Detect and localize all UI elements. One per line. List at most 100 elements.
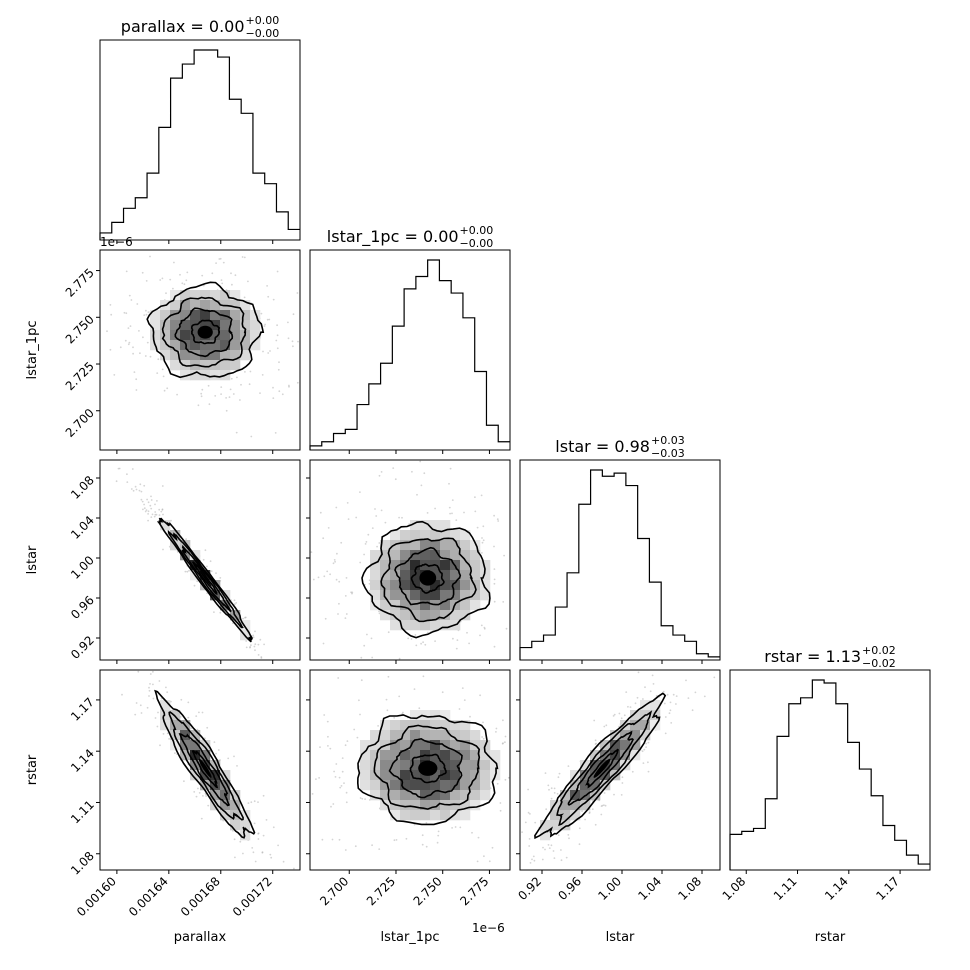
x-tick-label: 2.750 [411, 874, 445, 908]
svg-text:−0.03: −0.03 [651, 447, 685, 460]
x-tick-label: 1.08 [720, 874, 749, 903]
contour-level-1 [410, 563, 445, 594]
x-tick-label: 1.17 [873, 874, 902, 903]
panel-lstar_1pc-vs-rstar [309, 669, 511, 871]
contour-level-3 [373, 724, 481, 810]
y-tick-label: 1.08 [68, 473, 97, 502]
contour-level-4 [157, 517, 254, 643]
contour-level-2 [181, 544, 232, 613]
y-tick-label: 1.00 [68, 553, 97, 582]
x-tick-label: 0.96 [555, 874, 584, 903]
contour-level-3 [380, 537, 477, 623]
svg-text:lstar = 0.98: lstar = 0.98 [555, 437, 650, 456]
x-axis-label-lstar_1pc: lstar_1pc [381, 930, 440, 945]
y-tick-label: 1.17 [68, 695, 97, 724]
density-peak [419, 570, 437, 586]
y-tick-label: 1.08 [68, 849, 97, 878]
contour-level-2 [388, 737, 463, 799]
panel-lstar-vs-rstar [519, 669, 721, 871]
contour-level-4 [146, 281, 265, 379]
svg-text:−0.02: −0.02 [862, 657, 896, 670]
y-axis-label-rstar: rstar [25, 754, 40, 785]
axis-frame [99, 459, 301, 661]
y-tick-label: 2.700 [63, 406, 97, 440]
contour-level-1 [409, 753, 447, 784]
x-tick-label: 0.00164 [126, 874, 171, 919]
y-tick-label: 0.92 [68, 633, 97, 662]
title-lstar_1pc: lstar_1pc = 0.00 +0.00−0.00 [327, 224, 493, 250]
density-peak [198, 758, 212, 778]
contour-level-1 [191, 750, 219, 789]
panel-lstar_1pc-vs-lstar [309, 459, 511, 661]
histogram-lstar_1pc [309, 259, 510, 450]
density-peak [197, 325, 213, 339]
x-offset-label: 1e−6 [472, 921, 505, 935]
x-axis-label-rstar: rstar [815, 930, 846, 945]
contour-level-2 [174, 307, 234, 358]
svg-text:+0.03: +0.03 [651, 434, 685, 447]
svg-text:+0.00: +0.00 [460, 224, 494, 237]
title-lstar: lstar = 0.98 +0.03−0.03 [555, 434, 684, 460]
panel-parallax-vs-lstar [99, 459, 301, 661]
axis-frame [519, 669, 721, 871]
x-tick-label: 0.00160 [74, 874, 119, 919]
y-offset-label: 1e−6 [100, 235, 133, 249]
axis-frame [309, 669, 511, 871]
contours [361, 520, 491, 639]
hist-panel-parallax [99, 39, 301, 241]
contours [146, 281, 265, 379]
y-tick-label: 2.750 [63, 312, 97, 346]
y-tick-label: 2.775 [63, 266, 97, 300]
svg-text:−0.00: −0.00 [460, 237, 494, 250]
x-tick-label: 2.725 [364, 874, 398, 908]
contour-level-4 [356, 714, 499, 826]
axis-frame [519, 459, 721, 661]
svg-text:rstar = 1.13: rstar = 1.13 [764, 647, 861, 666]
svg-text:parallax = 0.00: parallax = 0.00 [121, 17, 245, 36]
contour-level-2 [394, 546, 462, 606]
contour-level-3 [167, 529, 244, 629]
density-peak [418, 760, 438, 776]
axis-frame [729, 669, 931, 871]
density-peak [593, 758, 611, 778]
x-tick-label: 1.04 [635, 874, 664, 903]
svg-text:+0.00: +0.00 [246, 14, 280, 27]
x-tick-label: 2.775 [457, 874, 491, 908]
contour-level-2 [567, 730, 634, 806]
x-tick-label: 2.700 [317, 874, 351, 908]
y-tick-label: 1.11 [68, 798, 97, 827]
y-tick-label: 2.725 [63, 359, 97, 393]
contour-level-1 [191, 561, 218, 595]
contours [157, 517, 254, 643]
y-tick-label: 1.04 [68, 513, 97, 542]
hist-panel-lstar_1pc [309, 249, 511, 451]
x-tick-label: 0.00168 [178, 874, 223, 919]
x-tick-label: 1.08 [675, 874, 704, 903]
contours [154, 689, 256, 839]
panel-parallax-vs-rstar [99, 669, 301, 871]
histogram-lstar [519, 469, 720, 660]
svg-text:lstar_1pc = 0.00: lstar_1pc = 0.00 [327, 227, 459, 247]
histogram-parallax [99, 49, 300, 240]
x-tick-label: 0.00172 [230, 874, 275, 919]
axis-frame [309, 249, 511, 451]
x-tick-label: 1.11 [771, 874, 800, 903]
contours [356, 714, 499, 826]
histogram-rstar [729, 679, 930, 870]
x-tick-label: 1.00 [595, 874, 624, 903]
x-tick-label: 1.14 [822, 874, 851, 903]
contour-level-2 [178, 733, 231, 807]
title-rstar: rstar = 1.13 +0.02−0.02 [764, 644, 895, 670]
contour-level-3 [161, 296, 247, 368]
density-peak [198, 569, 212, 587]
contour-level-4 [154, 689, 256, 839]
y-axis-label-lstar_1pc: lstar_1pc [25, 321, 40, 380]
axis-frame [99, 39, 301, 241]
title-parallax: parallax = 0.00 +0.00−0.00 [121, 14, 279, 40]
panel-parallax-vs-lstar_1pc [99, 249, 301, 451]
contour-level-4 [534, 692, 667, 840]
y-axis-label-lstar: lstar [25, 545, 40, 574]
y-tick-label: 0.96 [68, 593, 97, 622]
axis-frame [99, 249, 301, 451]
